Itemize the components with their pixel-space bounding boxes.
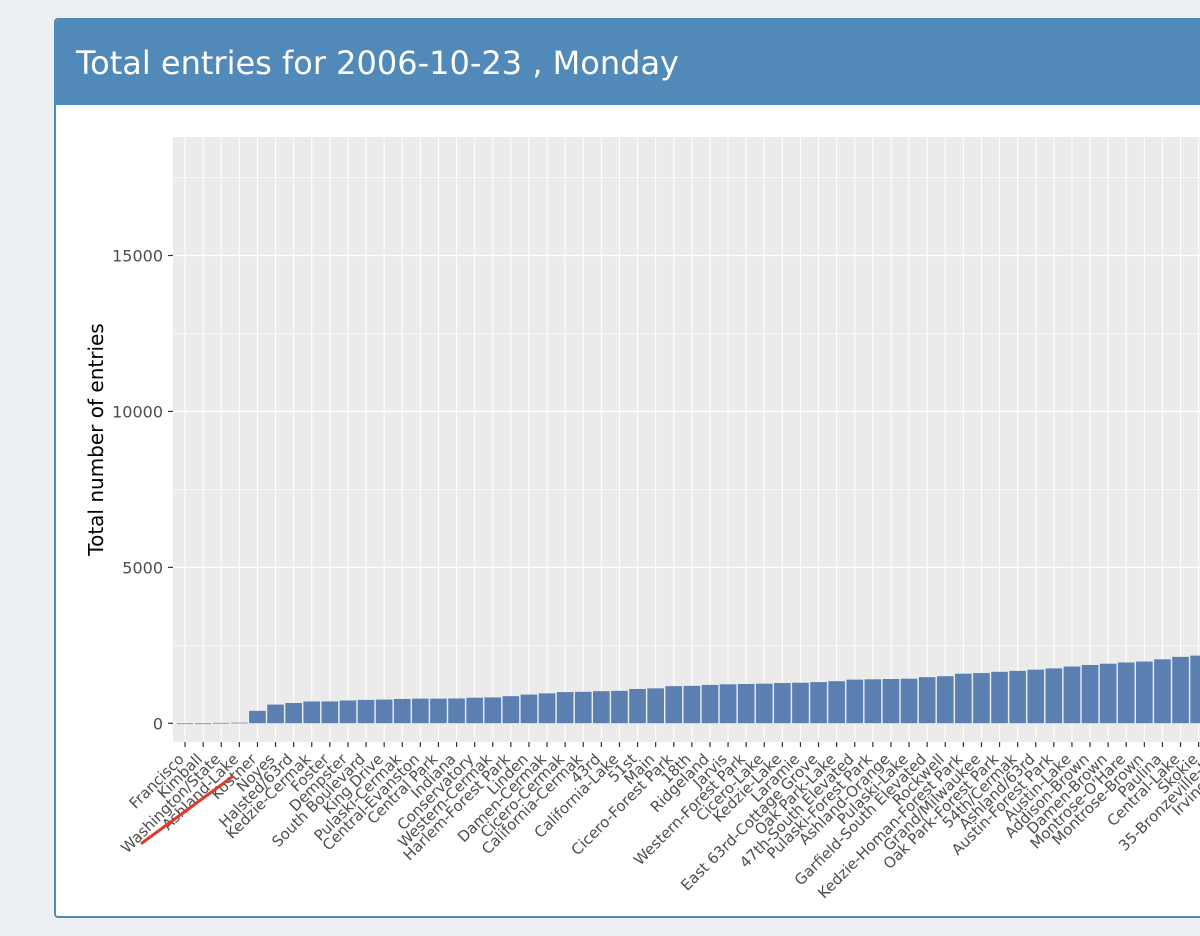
bar — [285, 703, 302, 724]
y-axis: 0 5000 10000 15000 — [112, 247, 173, 733]
bar — [611, 690, 628, 724]
bar — [719, 684, 737, 724]
bar — [466, 697, 483, 724]
bar — [593, 691, 610, 724]
y-tick-label: 10000 — [112, 402, 163, 421]
bar — [1081, 664, 1099, 724]
bar — [792, 682, 809, 724]
bar — [538, 693, 556, 724]
y-tick-label: 15000 — [112, 247, 163, 266]
bar — [1117, 662, 1135, 724]
bar — [1154, 659, 1171, 724]
bar — [1099, 663, 1117, 724]
bar — [1063, 666, 1081, 724]
bar — [900, 678, 918, 724]
bar — [574, 691, 592, 724]
bar — [176, 723, 194, 725]
bar — [339, 700, 357, 724]
bar — [321, 701, 339, 724]
panel-header: Total entries for 2006-10-23 , Monday — [56, 20, 1200, 105]
bar — [755, 683, 773, 724]
bar — [647, 688, 664, 724]
bar — [357, 699, 375, 724]
bar — [864, 679, 882, 724]
bar — [249, 710, 266, 724]
bar — [918, 677, 936, 724]
y-axis-label: Total number of entries — [84, 323, 108, 556]
bar — [665, 686, 683, 724]
bar — [556, 692, 574, 724]
bar — [375, 699, 393, 724]
bar — [991, 671, 1008, 724]
bar — [303, 701, 321, 724]
plot-background — [173, 137, 1200, 742]
bar — [194, 723, 212, 725]
bar — [774, 683, 791, 724]
bar — [231, 722, 248, 724]
panel-body: 0 5000 10000 15000 Francisco Kimball Washingt… — [56, 105, 1200, 916]
bar — [1136, 661, 1153, 724]
y-tick-label: 5000 — [122, 558, 163, 577]
grid-major — [173, 137, 1200, 742]
bar — [212, 722, 230, 724]
bar — [973, 673, 990, 724]
bar — [846, 679, 864, 724]
panel-title: Total entries for 2006-10-23 , Monday — [76, 43, 679, 82]
page-background-corner — [54, 918, 76, 936]
bar-chart: 0 5000 10000 15000 FranciscoKimballWashingt… — [84, 137, 1200, 902]
chart-panel: Total entries for 2006-10-23 , Monday 0 5… — [54, 18, 1200, 918]
bar — [1045, 668, 1063, 724]
bar — [629, 688, 646, 724]
bar — [1190, 655, 1200, 724]
bar — [1009, 670, 1026, 724]
bar — [882, 679, 900, 724]
bar — [936, 676, 954, 724]
bar — [810, 682, 827, 724]
bars — [176, 655, 1200, 725]
bar — [448, 698, 465, 724]
bar — [393, 698, 411, 724]
bar — [430, 698, 447, 724]
bar — [683, 685, 701, 724]
bar — [267, 704, 284, 724]
bar — [828, 681, 845, 724]
bar — [701, 684, 719, 724]
x-axis: FranciscoKimballWashington/StateAshland-… — [117, 742, 1200, 902]
bar — [955, 673, 972, 724]
bar — [520, 694, 538, 724]
bar — [484, 697, 502, 724]
bar — [502, 696, 520, 724]
bar — [737, 683, 755, 724]
bar — [1172, 656, 1189, 724]
annotation-underline — [140, 775, 234, 845]
bar — [1027, 669, 1045, 724]
bar — [412, 698, 429, 724]
grid-minor — [173, 177, 1200, 646]
y-tick-label: 0 — [153, 714, 163, 733]
